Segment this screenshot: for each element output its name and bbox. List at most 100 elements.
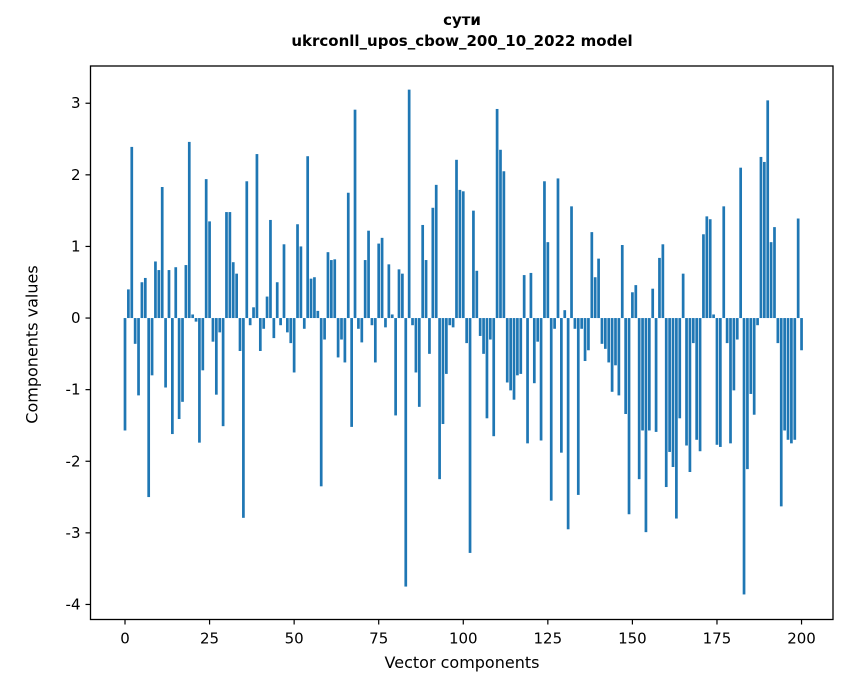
bar (546, 242, 550, 319)
bar (414, 318, 418, 373)
bar (397, 269, 401, 319)
y-axis-label: Components values (22, 265, 42, 424)
bar (394, 318, 397, 416)
bar (796, 218, 800, 319)
bar (725, 318, 729, 344)
bar (187, 141, 191, 319)
bar (275, 282, 279, 319)
x-tick-label: 50 (285, 630, 304, 648)
plot-frame (89, 65, 834, 621)
y-tick-label: -2 (66, 452, 81, 470)
bar (279, 318, 282, 326)
x-tick-label: 25 (200, 630, 219, 648)
bar (373, 318, 377, 363)
bar (329, 260, 333, 319)
bar (445, 318, 448, 374)
bar (157, 270, 161, 319)
bar (235, 273, 238, 319)
bar (698, 318, 702, 452)
bar (299, 246, 303, 319)
y-tick-label: 3 (71, 94, 81, 112)
bar (708, 219, 712, 319)
bar (614, 318, 617, 366)
bar (255, 154, 259, 319)
bar (735, 318, 739, 340)
bar (607, 318, 611, 363)
bar (214, 318, 218, 395)
bar (231, 262, 235, 319)
y-tick-label: 2 (71, 166, 81, 184)
bar (306, 156, 310, 319)
bar (198, 318, 201, 443)
bar (458, 189, 462, 319)
bar (620, 245, 624, 319)
bar (576, 318, 580, 495)
bar (719, 318, 722, 447)
bar (661, 244, 665, 319)
bar (644, 318, 648, 533)
bar (407, 89, 411, 319)
bar (560, 318, 563, 453)
bar (127, 289, 130, 319)
bar (401, 273, 404, 319)
bar (208, 221, 211, 319)
bar (346, 192, 350, 319)
bar (624, 318, 627, 414)
bar (617, 318, 621, 396)
bar (326, 252, 330, 319)
bar (225, 212, 228, 319)
bar (292, 318, 296, 373)
bar (404, 318, 408, 587)
bar (238, 318, 242, 351)
bar (499, 149, 502, 319)
bar (350, 318, 353, 427)
bar (786, 318, 790, 440)
bar (600, 318, 604, 344)
bar (204, 179, 208, 319)
bar (746, 318, 749, 470)
bar (685, 318, 688, 446)
bar (143, 277, 147, 319)
x-tick-label: 150 (618, 630, 647, 648)
bar (265, 296, 269, 319)
bar (759, 156, 763, 319)
bar (593, 277, 597, 319)
bar (522, 275, 526, 319)
bar (664, 318, 668, 488)
bar (390, 314, 394, 319)
bar (695, 318, 699, 440)
bar (289, 318, 293, 344)
bar (133, 318, 137, 344)
bar (488, 318, 492, 340)
bar (800, 318, 803, 351)
bar (627, 318, 631, 515)
bar (543, 181, 546, 319)
bar (167, 270, 171, 319)
bar (137, 318, 140, 396)
x-tick-label: 100 (449, 630, 478, 648)
bar (516, 318, 519, 376)
bar (428, 318, 431, 354)
bar (705, 216, 709, 319)
bar (451, 318, 455, 328)
chart-title-word: сути (443, 11, 481, 29)
bar (536, 318, 540, 342)
bar (634, 285, 638, 319)
bar (549, 318, 553, 501)
bar (286, 318, 289, 333)
bar (505, 318, 509, 383)
bar (319, 318, 323, 487)
bar (468, 318, 472, 553)
y-tick-label: -1 (66, 381, 81, 399)
bar (610, 318, 614, 392)
bar (597, 258, 600, 319)
bar (712, 314, 715, 319)
bar (302, 318, 306, 329)
bar (675, 318, 678, 519)
bar (245, 181, 249, 319)
y-tick-label: -4 (66, 595, 81, 613)
bar (641, 318, 644, 431)
bar (221, 318, 225, 427)
bar (434, 184, 438, 319)
